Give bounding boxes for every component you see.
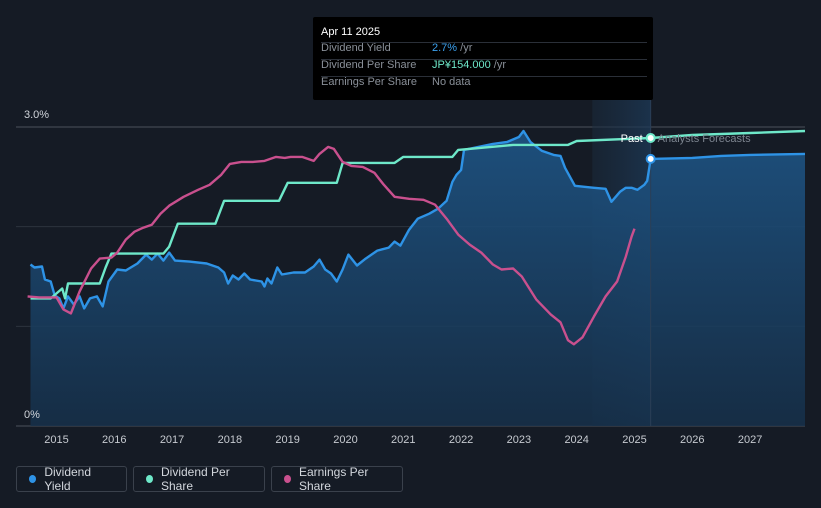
legend-label: Dividend Yield — [44, 465, 92, 493]
dividend-per-share-marker[interactable] — [645, 132, 656, 143]
y-axis-top-label: 3.0% — [24, 109, 49, 121]
dividend-chart: 3.0% 0% 2015 2016 2017 2018 2019 2020 2021 2022 20… — [16, 100, 806, 446]
forecast-label: Analysts Forecasts — [658, 133, 751, 145]
legend-dividend-yield[interactable]: Dividend Yield — [16, 465, 127, 493]
past-label: Past — [621, 133, 643, 145]
x-tick-label: 2016 — [102, 434, 126, 446]
x-tick-label: 2022 — [449, 434, 473, 446]
legend-dot-icon — [284, 475, 291, 483]
x-tick-label: 2025 — [622, 434, 646, 446]
y-axis-bottom-label: 0% — [24, 409, 40, 421]
legend-dividend-per-share[interactable]: Dividend Per Share — [133, 465, 265, 493]
legend-dot-icon — [146, 475, 153, 483]
tooltip-separator — [321, 42, 647, 43]
x-tick-label: 2021 — [391, 434, 415, 446]
tooltip-unit: /yr — [457, 42, 473, 54]
tooltip-unit: /yr — [490, 59, 506, 71]
tooltip-row-earnings-per-share: Earnings Per Share No data — [321, 76, 651, 92]
legend-dot-icon — [29, 475, 37, 483]
tooltip-separator — [321, 59, 647, 60]
x-tick-label: 2019 — [275, 434, 299, 446]
dividend-yield-area — [30, 131, 805, 426]
tooltip-value: JP¥154.000 — [432, 59, 491, 71]
tooltip-value: 2.7% — [432, 42, 458, 54]
legend-label: Dividend Per Share — [161, 465, 230, 493]
tooltip-row-dividend-yield: Dividend Yield 2.7% /yr — [321, 42, 651, 58]
dividend-yield-line[interactable] — [29, 129, 806, 310]
tooltip-row-dividend-per-share: Dividend Per Share JP¥154.000 /yr — [321, 59, 651, 75]
tooltip-separator — [321, 76, 647, 77]
tooltip-label: Dividend Yield — [321, 42, 391, 54]
tooltip-label: Earnings Per Share — [321, 76, 417, 88]
x-tick-label: 2023 — [507, 434, 531, 446]
dividend-yield-marker[interactable] — [645, 153, 656, 164]
x-tick-label: 2027 — [738, 434, 762, 446]
tooltip-value: No data — [432, 76, 471, 88]
x-tick-label: 2015 — [44, 434, 68, 446]
x-tick-label: 2017 — [160, 434, 184, 446]
tooltip-date: Apr 11 2025 — [321, 26, 381, 38]
x-tick-label: 2020 — [333, 434, 357, 446]
legend-label: Earnings Per Share — [298, 465, 369, 493]
x-tick-label: 2018 — [218, 434, 242, 446]
earnings-per-share-line[interactable] — [27, 145, 636, 346]
x-tick-label: 2024 — [564, 434, 588, 446]
tooltip-label: Dividend Per Share — [321, 59, 417, 71]
tooltip: Apr 11 2025 Dividend Yield 2.7% /yr Divi… — [313, 17, 653, 100]
legend-earnings-per-share[interactable]: Earnings Per Share — [271, 465, 403, 493]
x-tick-label: 2026 — [680, 434, 704, 446]
